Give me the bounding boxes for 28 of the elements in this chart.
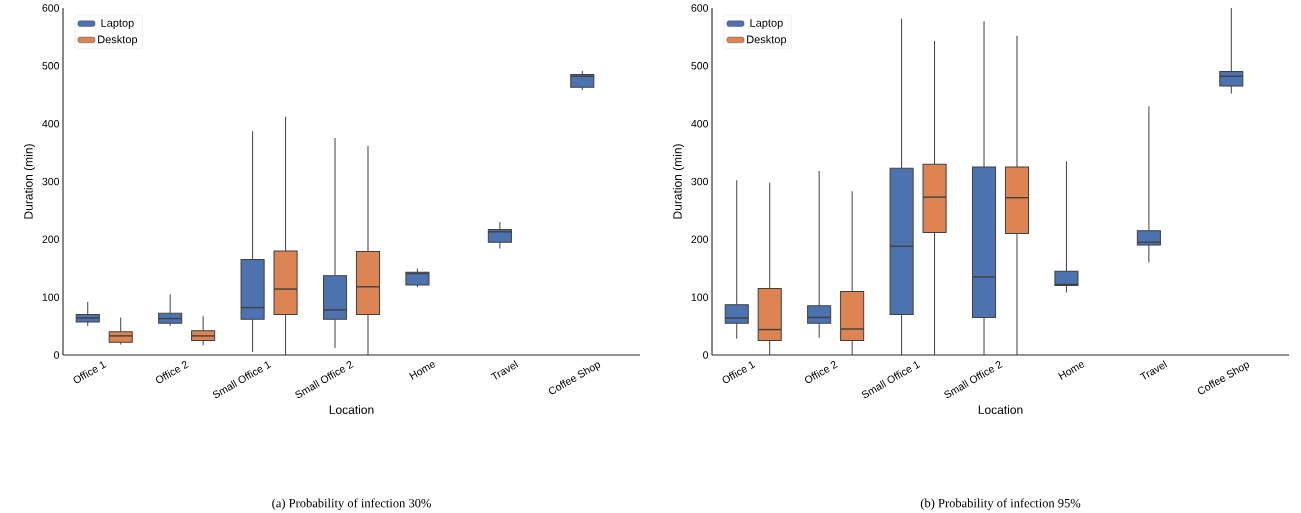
y-tick-label: 200	[42, 235, 60, 243]
y-tick-label: 300	[42, 177, 60, 186]
x-axis-title: Location	[329, 405, 374, 414]
legend-label: Laptop	[101, 19, 134, 29]
y-tick-label: 0	[703, 351, 709, 359]
text: (b) Probability of infection 95%	[920, 498, 1081, 510]
x-tick-label: Office 2	[804, 360, 838, 383]
x-tick-label: Office 1	[73, 361, 107, 383]
legend-label: Desktop	[747, 35, 787, 46]
y-tick-label: 500	[691, 61, 709, 70]
legend-label: Laptop	[750, 19, 783, 29]
y-tick-label: 100	[42, 293, 60, 301]
x-tick-label: Office 1	[722, 361, 756, 383]
y-tick-label: 400	[691, 119, 709, 128]
y-tick-label: 600	[42, 4, 60, 12]
y-tick-label: 200	[691, 235, 709, 243]
y-tick-label: 500	[42, 61, 60, 70]
y-tick-label: 100	[691, 293, 709, 301]
legend-label: Desktop	[98, 35, 138, 46]
y-tick-label: 400	[42, 119, 60, 128]
x-tick-label: Office 2	[155, 360, 189, 383]
y-tick-label: 300	[691, 177, 709, 186]
y-tick-label: 0	[54, 351, 60, 359]
text: (a) Probability of infection 30%	[272, 498, 431, 510]
y-axis-title: Duration (min)	[23, 144, 36, 219]
x-axis-title: Location	[978, 405, 1023, 414]
y-axis-title: Duration (min)	[672, 144, 685, 219]
y-tick-label: 600	[691, 4, 709, 12]
